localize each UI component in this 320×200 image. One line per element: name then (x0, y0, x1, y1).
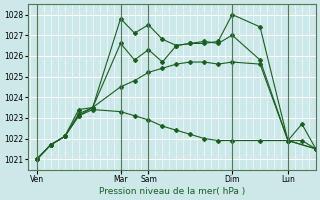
X-axis label: Pression niveau de la mer( hPa ): Pression niveau de la mer( hPa ) (99, 187, 245, 196)
